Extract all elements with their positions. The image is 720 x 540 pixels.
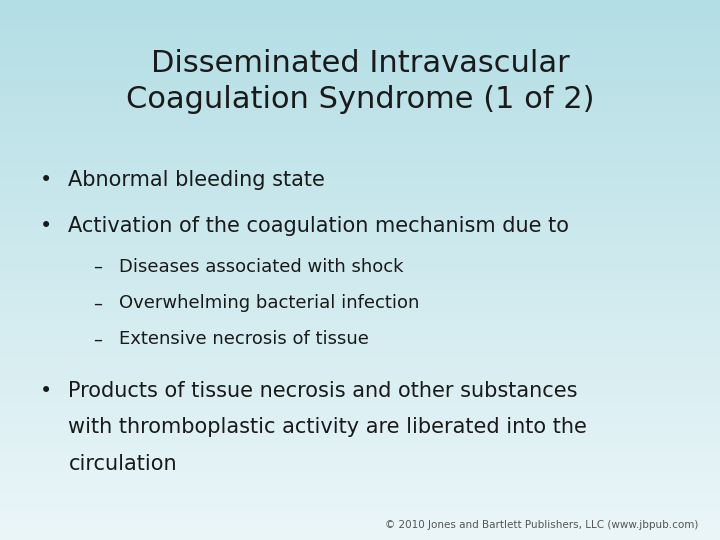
Text: •: • <box>40 170 52 190</box>
Text: –: – <box>94 294 103 312</box>
Text: © 2010 Jones and Bartlett Publishers, LLC (www.jbpub.com): © 2010 Jones and Bartlett Publishers, LL… <box>385 520 698 530</box>
Text: with thromboplastic activity are liberated into the: with thromboplastic activity are liberat… <box>68 417 588 437</box>
Text: •: • <box>40 216 52 236</box>
Text: –: – <box>94 258 103 276</box>
Text: –: – <box>94 330 103 348</box>
Text: Overwhelming bacterial infection: Overwhelming bacterial infection <box>119 294 419 312</box>
Text: Diseases associated with shock: Diseases associated with shock <box>119 258 403 276</box>
Text: Activation of the coagulation mechanism due to: Activation of the coagulation mechanism … <box>68 216 570 236</box>
Text: Products of tissue necrosis and other substances: Products of tissue necrosis and other su… <box>68 381 578 401</box>
Text: •: • <box>40 381 52 401</box>
Text: Disseminated Intravascular
Coagulation Syndrome (1 of 2): Disseminated Intravascular Coagulation S… <box>126 49 594 113</box>
Text: Extensive necrosis of tissue: Extensive necrosis of tissue <box>119 330 369 348</box>
Text: circulation: circulation <box>68 454 177 474</box>
Text: Abnormal bleeding state: Abnormal bleeding state <box>68 170 325 190</box>
